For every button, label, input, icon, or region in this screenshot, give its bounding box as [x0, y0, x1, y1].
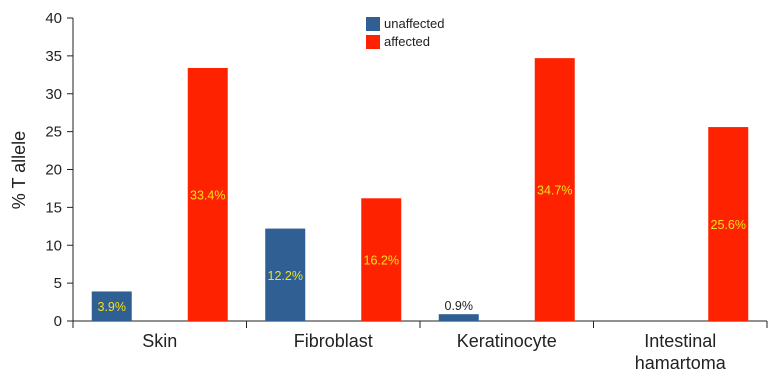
y-tick-label: 25: [45, 124, 62, 141]
y-tick-label: 20: [45, 162, 62, 179]
legend-swatch-affected: [366, 35, 380, 49]
y-tick-label: 15: [45, 199, 62, 216]
y-tick-label: 5: [54, 275, 62, 292]
y-tick-label: 10: [45, 237, 62, 254]
bar-affected: [361, 198, 402, 321]
bar-affected: [187, 67, 228, 322]
bar-affected: [708, 127, 749, 321]
bar-unaffected: [265, 228, 306, 321]
legend-label-affected: affected: [384, 34, 430, 49]
category-label: Keratinocyte: [457, 331, 557, 351]
category-label: Fibroblast: [294, 331, 373, 351]
data-label: 3.9%: [98, 300, 127, 314]
legend-label-unaffected: unaffected: [384, 16, 444, 31]
legend-swatch-unaffected: [366, 17, 380, 31]
category-label: Intestinal hamartoma: [635, 331, 727, 373]
data-label: 12.2%: [268, 269, 303, 283]
data-label: 16.2%: [364, 254, 399, 268]
y-tick-label: 40: [45, 10, 62, 27]
category-label: Skin: [142, 331, 177, 351]
y-axis-label: % T allele: [9, 131, 29, 209]
bar-unaffected: [438, 314, 479, 321]
legend: unaffected affected: [366, 16, 444, 49]
x-axis: [72, 320, 768, 328]
bars: [91, 58, 749, 322]
y-tick-label: 0: [54, 313, 62, 330]
y-tick-label: 35: [45, 48, 62, 65]
bar-affected: [534, 58, 575, 322]
y-tick-label: 30: [45, 86, 62, 103]
data-label: 34.7%: [537, 184, 572, 198]
bar-unaffected: [91, 291, 132, 321]
data-labels: 3.9% 33.4% 12.2% 16.2% 0.9% 34.7% 25.6%: [98, 184, 746, 315]
y-axis: 0 5 10 15 20 25 30 35 40: [45, 10, 74, 330]
data-label: 0.9%: [445, 299, 474, 313]
data-label: 25.6%: [711, 218, 746, 232]
category-labels: Skin Fibroblast Keratinocyte Intestinal hama…: [142, 331, 727, 373]
data-label: 33.4%: [190, 188, 225, 202]
